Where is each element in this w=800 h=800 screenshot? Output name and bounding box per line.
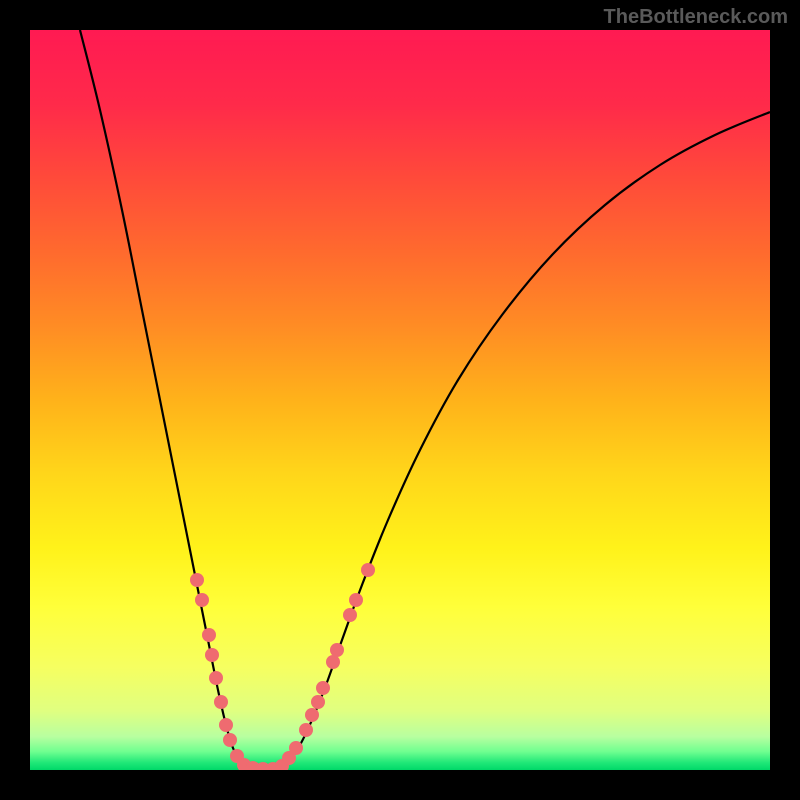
data-point	[349, 593, 363, 607]
bottleneck-curve	[80, 30, 770, 769]
data-point	[361, 563, 375, 577]
data-point	[343, 608, 357, 622]
plot-area	[30, 30, 770, 770]
data-point	[311, 695, 325, 709]
data-point	[209, 671, 223, 685]
data-markers	[190, 563, 375, 770]
watermark-text: TheBottleneck.com	[604, 6, 788, 29]
chart-container: TheBottleneck.com	[0, 0, 800, 800]
data-point	[299, 723, 313, 737]
data-point	[305, 708, 319, 722]
data-point	[289, 741, 303, 755]
data-point	[190, 573, 204, 587]
data-point	[214, 695, 228, 709]
data-point	[330, 643, 344, 657]
curve-layer	[30, 30, 770, 770]
data-point	[202, 628, 216, 642]
data-point	[205, 648, 219, 662]
data-point	[219, 718, 233, 732]
data-point	[223, 733, 237, 747]
data-point	[316, 681, 330, 695]
data-point	[326, 655, 340, 669]
data-point	[195, 593, 209, 607]
